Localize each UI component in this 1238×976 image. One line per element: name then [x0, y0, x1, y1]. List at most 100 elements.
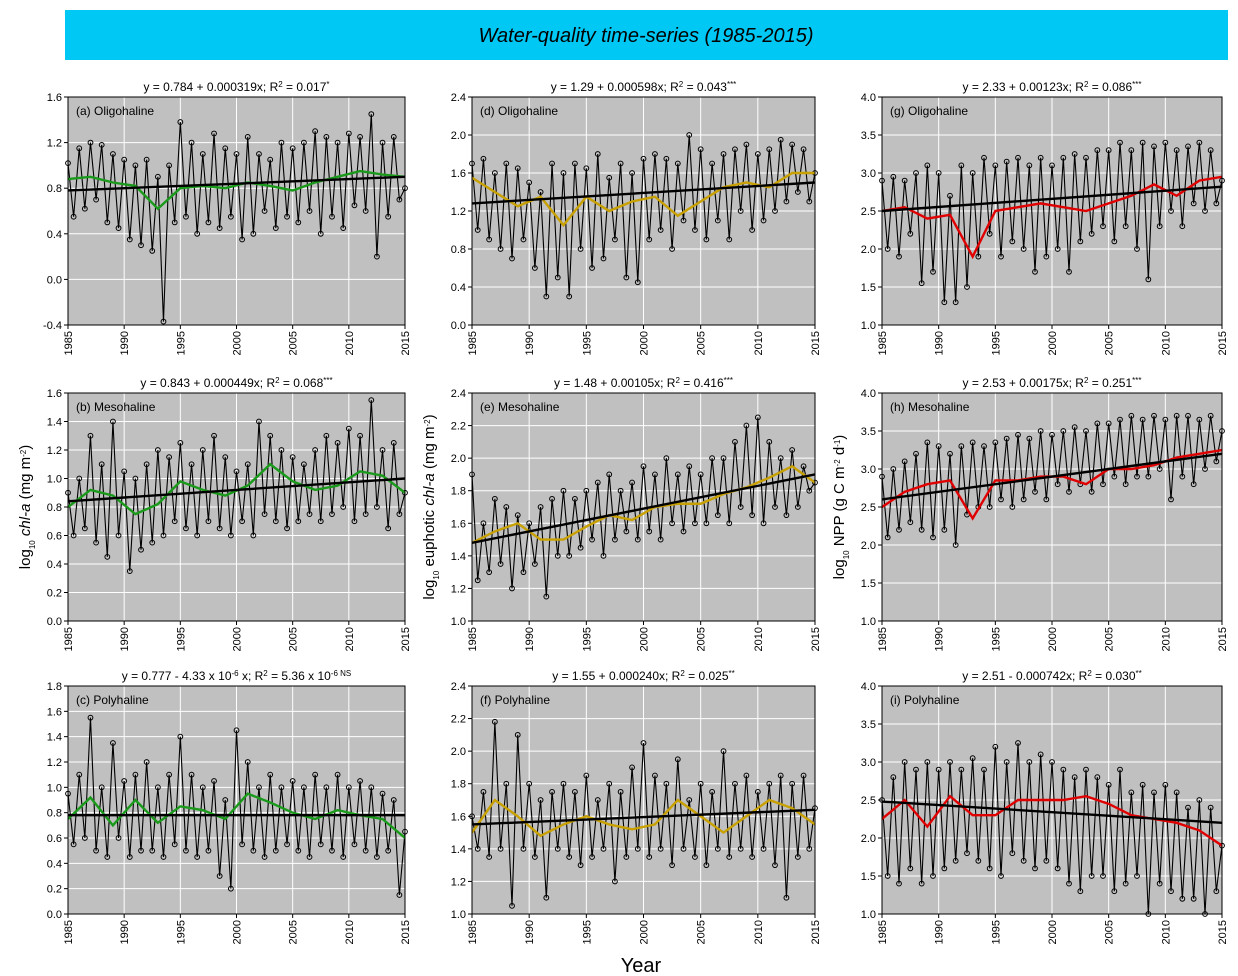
data-point: [1213, 458, 1220, 465]
data-point: [272, 225, 279, 232]
data-point: [222, 454, 229, 461]
data-point: [560, 487, 567, 494]
x-tick-label: 2010: [753, 627, 765, 651]
data-point: [549, 160, 555, 167]
data-point: [1196, 139, 1203, 146]
data-point: [334, 771, 341, 778]
data-point: [126, 236, 133, 243]
data-point: [543, 593, 550, 600]
data-point: [952, 299, 959, 306]
data-point: [306, 854, 313, 860]
data-point: [806, 198, 813, 205]
y-tick-label: 0.2: [47, 884, 62, 896]
data-point: [789, 780, 796, 787]
data-point: [1168, 208, 1174, 214]
data-point: [1111, 238, 1118, 245]
data-point: [531, 854, 538, 860]
data-point: [1111, 888, 1118, 895]
data-point: [634, 845, 641, 852]
data-point: [1100, 873, 1106, 879]
data-point: [692, 227, 698, 233]
x-tick-label: 2010: [1160, 331, 1172, 355]
data-point: [520, 569, 527, 576]
data-point: [606, 471, 613, 478]
data-point: [227, 213, 234, 220]
data-point: [289, 145, 296, 152]
data-point: [806, 845, 813, 852]
data-point: [800, 146, 807, 153]
x-tick-label: 1995: [175, 627, 187, 651]
data-point: [941, 865, 948, 872]
data-point: [680, 217, 687, 224]
data-line: [68, 114, 405, 322]
data-point: [166, 162, 173, 169]
data-point: [357, 778, 363, 784]
y-tick-label: 1.0: [861, 909, 876, 921]
data-point: [474, 227, 481, 233]
text-part: = 5.36 x 10: [268, 669, 331, 683]
data-point: [334, 439, 341, 446]
data-point: [509, 902, 515, 909]
data-point: [379, 139, 386, 146]
x-tick-label: 1990: [119, 331, 131, 355]
y-tick-label: 0.4: [47, 229, 62, 241]
y-tick-label: 2.0: [861, 244, 876, 256]
data-point: [1128, 412, 1135, 419]
data-point: [390, 797, 397, 803]
data-point: [1054, 865, 1061, 872]
data-point: [986, 230, 993, 237]
data-point: [1094, 774, 1101, 781]
data-point: [1066, 268, 1072, 275]
x-tick-label: 1990: [119, 920, 131, 944]
data-point: [497, 246, 504, 252]
data-point: [935, 170, 942, 176]
text-part: = 0.086: [1088, 80, 1132, 94]
data-point: [1049, 162, 1055, 169]
data-point: [323, 784, 330, 791]
data-point: [1032, 865, 1038, 872]
data-point: [1168, 496, 1174, 503]
x-tick-label: 1985: [877, 627, 889, 651]
data-point: [1015, 740, 1021, 746]
data-point: [334, 139, 341, 146]
data-point: [657, 536, 664, 543]
x-tick-label: 1995: [175, 331, 187, 355]
data-point: [480, 788, 487, 795]
y-tick-label: 1.0: [861, 320, 876, 332]
data-point: [306, 208, 313, 214]
data-point: [385, 525, 392, 532]
data-point: [1134, 873, 1140, 879]
data-point: [703, 862, 710, 869]
data-point: [663, 155, 670, 162]
data-point: [554, 274, 561, 281]
data-point: [634, 279, 641, 286]
data-point: [93, 539, 99, 546]
data-point: [1134, 473, 1140, 480]
data-point: [531, 561, 538, 567]
data-point: [918, 526, 925, 533]
data-point: [121, 468, 128, 475]
data-line: [882, 415, 1222, 546]
figure-title: Water-quality time-series (1985-2015): [479, 25, 814, 47]
data-point: [709, 160, 715, 167]
data-point: [612, 236, 618, 243]
data-point: [543, 293, 550, 300]
data-point: [669, 246, 675, 252]
y-tick-label: 1.6: [451, 168, 466, 180]
data-point: [749, 512, 756, 519]
y-tick-label: 1.0: [861, 616, 876, 628]
trend-line: [882, 185, 1222, 213]
data-point: [1088, 230, 1095, 237]
data-point: [669, 862, 675, 869]
x-tick-label: 2005: [1104, 331, 1116, 355]
data-point: [345, 784, 352, 791]
y-tick-label: 3.0: [861, 757, 876, 769]
text-part: 10: [842, 550, 851, 559]
trend-line: [882, 794, 1222, 847]
y-tick-label: 2.0: [451, 130, 466, 142]
data-point: [497, 845, 504, 852]
data-point: [256, 784, 262, 791]
data-point: [1037, 751, 1044, 758]
x-tick-label: 1995: [175, 920, 187, 944]
data-point: [1054, 246, 1061, 252]
